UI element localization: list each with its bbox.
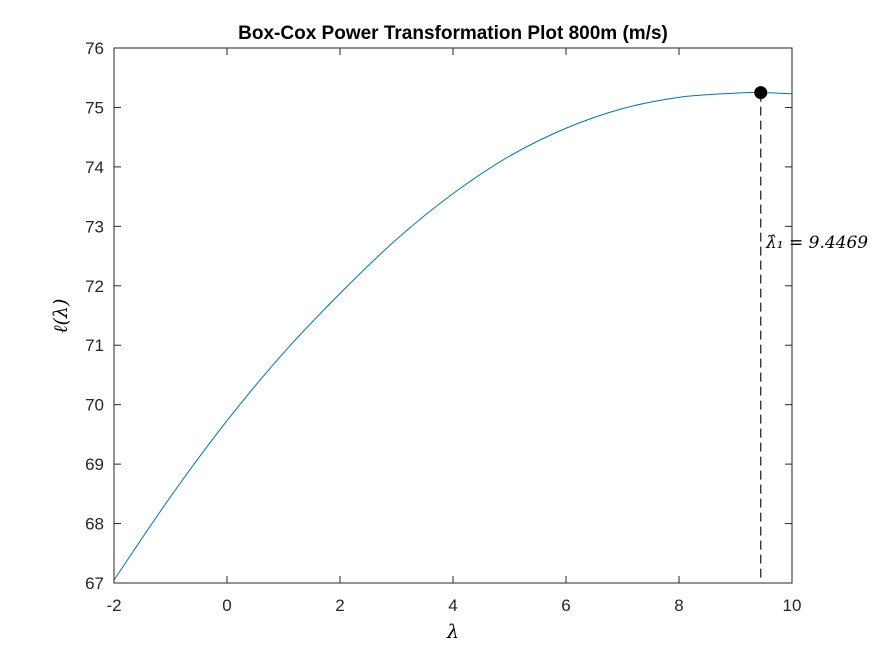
x-tick-label: 4 [448,596,457,615]
x-tick-label: 0 [222,596,231,615]
x-tick-label: 8 [674,596,683,615]
plot-area [113,47,793,584]
x-axis-ticks: -2 0 2 4 6 8 10 [106,48,801,615]
axes-box [113,47,793,584]
optimum-marker [754,86,768,100]
y-tick-label: 68 [85,515,104,534]
x-tick-label: 2 [335,596,344,615]
y-tick-label: 71 [85,336,104,355]
y-tick-label: 75 [85,98,104,117]
y-tick-label: 70 [85,396,104,415]
likelihood-curve [113,92,793,581]
y-tick-label: 72 [85,277,104,296]
x-tick-label: -2 [106,596,121,615]
y-axis-ticks: 67 68 69 70 71 72 73 74 75 76 [85,39,792,593]
y-tick-label: 73 [85,217,104,236]
x-axis-label: λ [446,621,459,643]
y-tick-label: 69 [85,455,104,474]
x-tick-label: 10 [783,596,802,615]
y-axis-label: ℓ(λ) [50,299,72,334]
y-tick-label: 76 [85,39,104,58]
y-tick-label: 74 [85,158,104,177]
optimum-annotation: λ̂₁ = 9.4469 [765,233,868,253]
x-tick-label: 6 [561,596,570,615]
y-tick-label: 67 [85,574,104,593]
chart-title: Box-Cox Power Transformation Plot 800m (… [238,23,668,44]
